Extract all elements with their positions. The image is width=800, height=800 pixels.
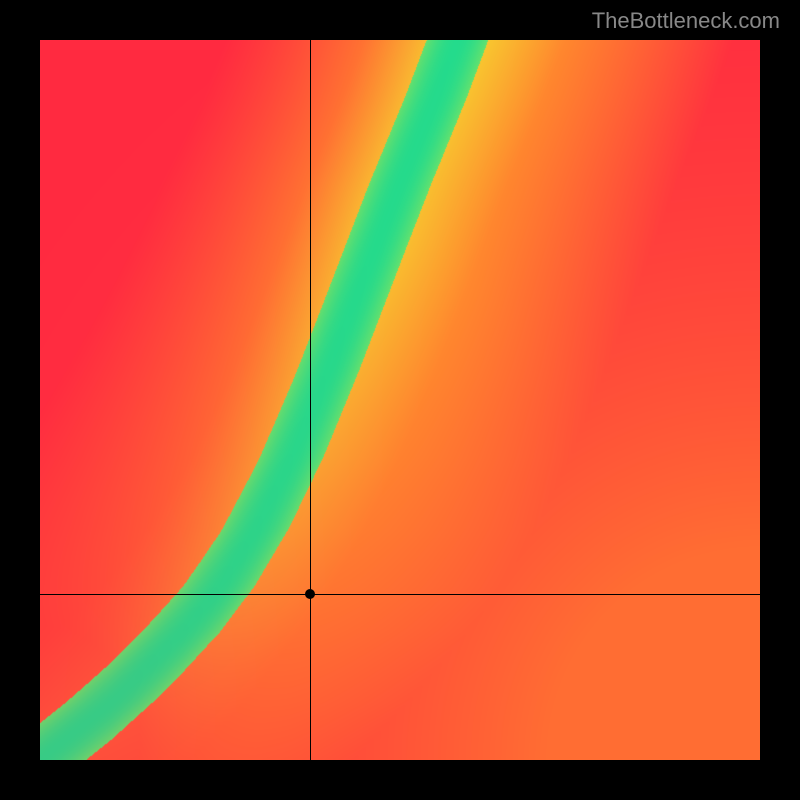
marker-dot (305, 589, 315, 599)
watermark-text: TheBottleneck.com (592, 8, 780, 34)
heatmap-plot (40, 40, 760, 760)
crosshair-horizontal (40, 594, 760, 595)
heatmap-canvas (40, 40, 760, 760)
crosshair-vertical (310, 40, 311, 760)
